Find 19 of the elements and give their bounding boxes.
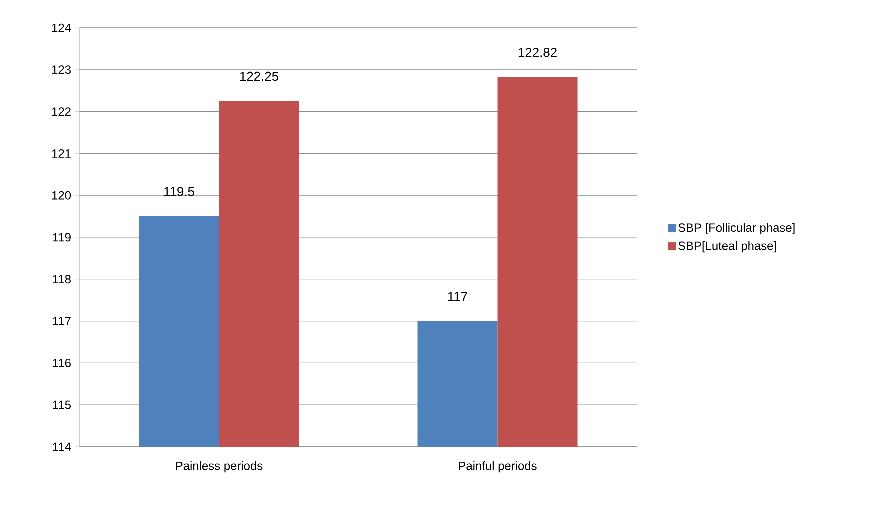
- y-tick-label: 115: [53, 400, 71, 410]
- x-tick-label: Painless periods: [176, 462, 263, 473]
- legend-label: SBP[Luteal phase]: [678, 241, 776, 253]
- y-tick-label: 121: [52, 150, 71, 158]
- data-label: 122.25: [240, 72, 279, 82]
- y-tick-label: 123: [52, 66, 71, 74]
- y-tick-label: 114: [53, 442, 72, 452]
- data-label: 122.82: [518, 48, 557, 58]
- y-tick-label: 120: [52, 191, 72, 200]
- x-tick-label: Painful periods: [459, 462, 537, 473]
- y-tick-label: 119: [53, 233, 71, 242]
- data-label: 119.5: [164, 187, 194, 196]
- y-tick-label: 117: [53, 317, 71, 326]
- y-tick-label: 116: [53, 358, 71, 368]
- legend-label: SBP [Follicular phase]: [678, 223, 795, 234]
- data-label: 117: [448, 292, 468, 302]
- y-tick-label: 122: [52, 108, 71, 116]
- y-tick-label: 124: [52, 24, 72, 32]
- y-tick-label: 118: [53, 275, 71, 284]
